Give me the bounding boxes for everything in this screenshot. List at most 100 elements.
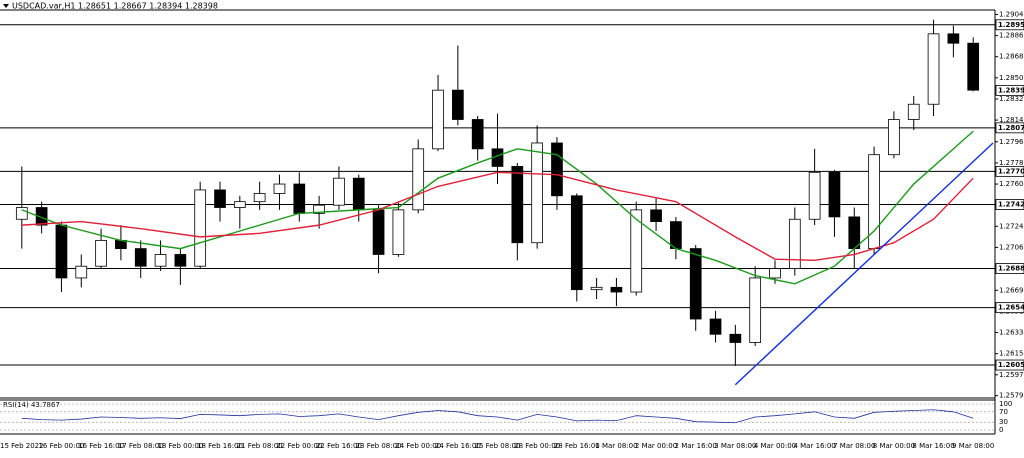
candle-body	[828, 171, 841, 218]
x-tick-label: 7 Mar 08:00	[833, 442, 875, 450]
candle-body	[253, 193, 266, 203]
candle-body	[432, 89, 444, 150]
candle-body	[233, 201, 246, 208]
candle-body	[392, 209, 405, 255]
candle-body	[313, 204, 325, 214]
candle-body	[967, 42, 980, 91]
x-tick-label: 24 Feb 00:00	[395, 442, 441, 450]
x-tick-label: 21 Feb 08:00	[237, 442, 283, 450]
y-tick-label: 1.25975	[999, 371, 1024, 379]
x-tick-label: 28 Feb 00:00	[514, 442, 560, 450]
level-label-box	[995, 165, 1024, 177]
x-tick-label: 4 Mar 00:00	[754, 442, 796, 450]
candle-body	[293, 183, 306, 214]
x-tick-label: 28 Feb 16:00	[554, 442, 600, 450]
candle-body	[372, 209, 385, 255]
y-tick-label: 1.29045	[999, 10, 1024, 18]
candle-body	[452, 89, 464, 120]
x-tick-label: 2 Mar 16:00	[675, 442, 717, 450]
level-label: 1.27426	[998, 200, 1024, 208]
x-tick-label: 3 Mar 08:00	[714, 442, 756, 450]
y-tick-label: 1.27240	[999, 222, 1024, 230]
y-tick-label: 1.27780	[999, 159, 1024, 167]
level-label: 1.26880	[998, 265, 1024, 273]
y-tick-label: 1.26155	[999, 350, 1024, 358]
x-tick-label: 18 Feb 16:00	[197, 442, 243, 450]
candle-body	[788, 218, 801, 269]
candle-body	[749, 277, 762, 343]
x-tick-label: 24 Feb 16:00	[435, 442, 481, 450]
level-label-box	[995, 302, 1024, 314]
y-tick-label: 1.28685	[999, 53, 1024, 61]
rsi-tick-label: 70	[999, 408, 1008, 416]
level-label: 1.26058	[998, 361, 1024, 369]
x-tick-label: 22 Feb 16:00	[316, 442, 362, 450]
level-label-box	[995, 19, 1024, 31]
candle-body	[808, 171, 821, 220]
candle-body	[333, 177, 345, 206]
candle-body	[570, 195, 583, 291]
y-tick-label: 1.26695	[999, 286, 1024, 294]
level-label-box	[995, 122, 1024, 134]
level-label: 1.27708	[998, 167, 1024, 175]
candle-body	[55, 224, 68, 279]
header: USDCAD.var,H1 1.28651 1.28667 1.28394 1.…	[12, 2, 218, 11]
x-tick-label: 2 Mar 00:00	[635, 442, 677, 450]
y-tick-label: 1.27060	[999, 243, 1024, 251]
indicator-line	[21, 171, 974, 262]
rsi-tick-label: 100	[999, 400, 1012, 408]
rsi-tick-label: 30	[999, 418, 1008, 426]
rsi-label: RSI(14) 43.7867	[3, 401, 60, 409]
candle-body	[194, 189, 207, 267]
menu-arrow	[3, 4, 9, 8]
candle-body	[35, 207, 48, 226]
y-tick-label: 1.27960	[999, 138, 1024, 146]
x-tick-label: 22 Feb 00:00	[276, 442, 322, 450]
candle-body	[154, 254, 167, 267]
candle-body	[947, 33, 960, 44]
candle-body	[729, 333, 742, 343]
candle-body	[630, 209, 643, 293]
x-tick-label: 8 Mar 00:00	[873, 442, 915, 450]
candle-body	[531, 142, 543, 244]
candle-body	[709, 318, 722, 335]
x-tick-label: 1 Mar 08:00	[595, 442, 637, 450]
candle-body	[927, 33, 940, 105]
y-tick-label: 1.28325	[999, 95, 1024, 103]
candle-body	[907, 103, 920, 120]
candle-body	[15, 207, 28, 220]
candle-body	[551, 142, 563, 197]
candle-body	[610, 286, 623, 293]
y-tick-label: 1.28145	[999, 116, 1024, 124]
candle-body	[590, 286, 603, 291]
x-tick-label: 15 Feb 2022	[0, 442, 44, 450]
candle-body	[769, 268, 781, 279]
level-label: 1.28957	[998, 21, 1024, 29]
y-tick-label: 1.27600	[999, 180, 1024, 188]
candle-body	[888, 119, 900, 156]
rsi-tick-label: 0	[999, 426, 1003, 434]
candle-body	[134, 248, 147, 267]
indicator-line	[21, 130, 974, 285]
candle-body	[352, 177, 365, 211]
candle-body	[689, 248, 702, 320]
x-tick-label: 4 Mar 16:00	[793, 442, 835, 450]
x-tick-label: 25 Feb 08:00	[475, 442, 521, 450]
y-tick-label: 1.28505	[999, 74, 1024, 82]
x-tick-label: 16 Feb 16:00	[78, 442, 124, 450]
indicator-line	[734, 142, 994, 386]
candle-body	[412, 148, 425, 211]
candle-body	[471, 119, 484, 150]
y-tick-label: 1.25797	[999, 392, 1024, 400]
level-label-box	[995, 263, 1024, 274]
candle-body	[670, 221, 682, 249]
y-tick-label: 1.28865	[999, 32, 1024, 40]
x-tick-label: 8 Mar 16:00	[912, 442, 954, 450]
level-label-box	[995, 359, 1024, 371]
candle-body	[214, 189, 226, 208]
candle-body	[511, 166, 524, 244]
y-tick-label: 1.26335	[999, 329, 1024, 337]
level-label-box	[995, 199, 1024, 210]
candle-body	[95, 239, 107, 267]
